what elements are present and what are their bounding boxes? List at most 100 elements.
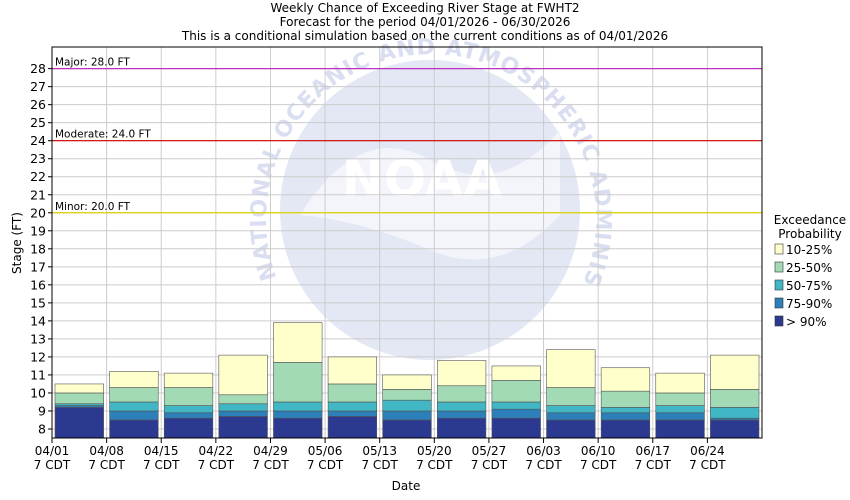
bar-segment [600,390,651,408]
bar-segment [600,412,651,421]
bar-segment [109,401,159,412]
bar-segment [382,374,432,390]
x-tick-sublabel: 7 CDT [361,458,398,472]
bar-segment [655,372,705,394]
bar-segment [218,416,268,439]
bar-segment [546,387,596,406]
bar-segment [710,389,760,408]
bar-segment [437,360,487,387]
bar-segment [327,356,377,385]
bar-segment [437,410,487,419]
x-tick-sublabel: 7 CDT [88,458,125,472]
y-tick-label: 15 [30,295,46,310]
legend-swatch [774,261,784,273]
bar-segment [710,407,760,419]
axes-group: 8 9 10 11 12 13 14 15 16 17 18 19 20 21 22 23 24 25 26 27 28… [30,46,763,472]
bar-segment [546,419,596,439]
legend-label: 75-90% [786,297,832,311]
y-tick-label: 12 [30,349,46,364]
x-tick-label: 04/15 [144,444,179,458]
bar-segment [491,365,541,381]
legend-label: 25-50% [786,261,832,275]
bar-segment [437,401,487,412]
bar-segment [273,362,323,403]
bar-segment [218,410,268,417]
bar-segment [437,385,487,403]
x-tick-label: 05/13 [362,444,397,458]
bar-segment [109,371,159,388]
bar-segment [273,401,323,412]
bar-segment [163,387,214,406]
x-tick-sublabel: 7 CDT [580,458,617,472]
plot-frame [51,46,763,439]
threshold-label: Minor: 20.0 FT [55,201,131,213]
bar-segment [54,392,104,405]
x-tick-sublabel: 7 CDT [198,458,235,472]
bar-segment [655,392,705,406]
bar-segment [163,405,214,414]
bar-segment [491,380,541,403]
chart-subtitle-2: This is a conditional simulation based o… [181,29,668,43]
x-tick-label: 04/01 [35,444,70,458]
bar-segment [54,383,104,394]
y-tick-label: 17 [30,259,46,274]
x-tick-sublabel: 7 CDT [525,458,562,472]
y-tick-label: 14 [30,313,46,328]
bar-segment [163,412,214,419]
x-tick-sublabel: 7 CDT [471,458,508,472]
watermark-logo-text: NOAA [342,150,503,208]
y-tick-label: 19 [30,223,46,238]
y-tick-label: 28 [30,61,46,76]
noaa-watermark: NATIONAL OCEANIC AND ATMOSPHERIC ADMINIS… [0,0,614,360]
bar-segment [163,372,214,388]
x-tick-sublabel: 7 CDT [416,458,453,472]
y-tick-label: 18 [30,241,46,256]
y-tick-label: 22 [30,169,46,184]
bar-segment [273,410,323,419]
bar-segment [655,419,705,439]
bar-segment [437,417,487,439]
threshold-label: Moderate: 24.0 FT [55,129,151,141]
legend-title-1: Exceedance [774,213,846,227]
bar-segment [382,399,432,412]
legend-swatch [774,279,784,291]
x-tick-label: 06/10 [581,444,616,458]
bar-segment [327,401,377,412]
y-tick-label: 9 [38,403,46,418]
x-tick-label: 05/27 [472,444,507,458]
y-tick-label: 27 [30,79,46,94]
y-tick-label: 10 [30,385,46,400]
bar-segment [546,349,596,388]
bar-segment [109,387,159,403]
threshold-label: Major: 28.0 FT [55,57,130,69]
y-tick-label: 21 [30,187,46,202]
bar-segment [218,394,268,405]
y-axis-label: Stage (FT) [10,212,24,274]
bars-group [54,322,760,439]
bar-segment [327,416,377,439]
y-tick-label: 23 [30,151,46,166]
bar-segment [382,389,432,401]
bar-segment [710,354,760,390]
bar-segment [600,367,651,392]
legend-swatch [774,243,784,255]
bar-segment [109,419,159,439]
bar-segment [655,405,705,414]
x-tick-sublabel: 7 CDT [34,458,71,472]
chart-title: Weekly Chance of Exceeding River Stage a… [270,1,579,15]
bar-segment [109,410,159,421]
y-tick-label: 16 [30,277,46,292]
bar-segment [491,417,541,439]
bar-segment [600,419,651,439]
legend-swatch [774,297,784,309]
bar-segment [710,419,760,439]
bar-segment [273,322,323,363]
bar-segment [273,417,323,439]
x-tick-sublabel: 7 CDT [307,458,344,472]
bar-segment [491,401,541,410]
bar-segment [382,410,432,421]
x-tick-sublabel: 7 CDT [635,458,672,472]
bar-segment [491,408,541,419]
x-tick-sublabel: 7 CDT [689,458,726,472]
